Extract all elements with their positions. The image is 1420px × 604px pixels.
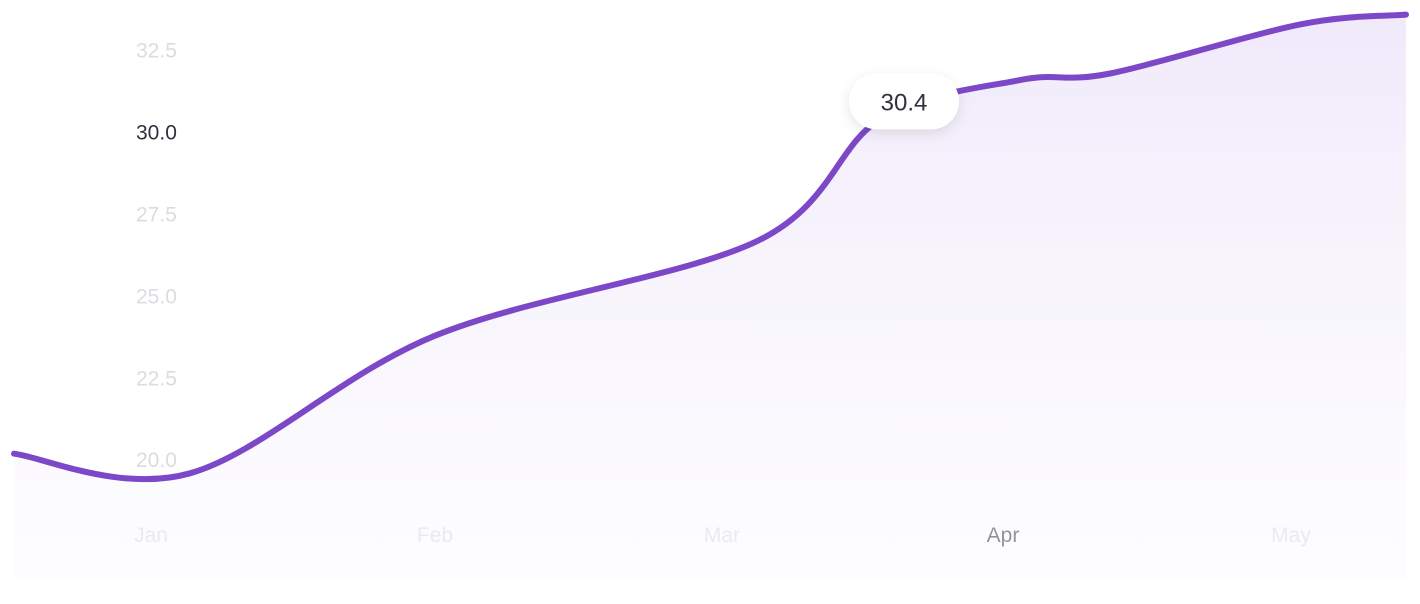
y-axis: 20.0 22.5 25.0 27.5 30.0 32.5 — [136, 40, 177, 473]
y-tick-label: 25.0 — [136, 285, 177, 308]
y-tick-label: 20.0 — [136, 449, 177, 472]
y-tick-label: 22.5 — [136, 367, 177, 390]
value-tooltip: 30.4 — [849, 73, 959, 130]
series-line[interactable] — [11, 11, 1409, 483]
tooltip-background — [849, 73, 959, 130]
y-tick-label: 27.5 — [136, 204, 177, 227]
y-tick-label: 30.0 — [136, 122, 177, 145]
y-tick-label: 32.5 — [136, 40, 177, 63]
tooltip-label: 30.4 — [881, 89, 928, 116]
series-area — [14, 14, 1406, 581]
